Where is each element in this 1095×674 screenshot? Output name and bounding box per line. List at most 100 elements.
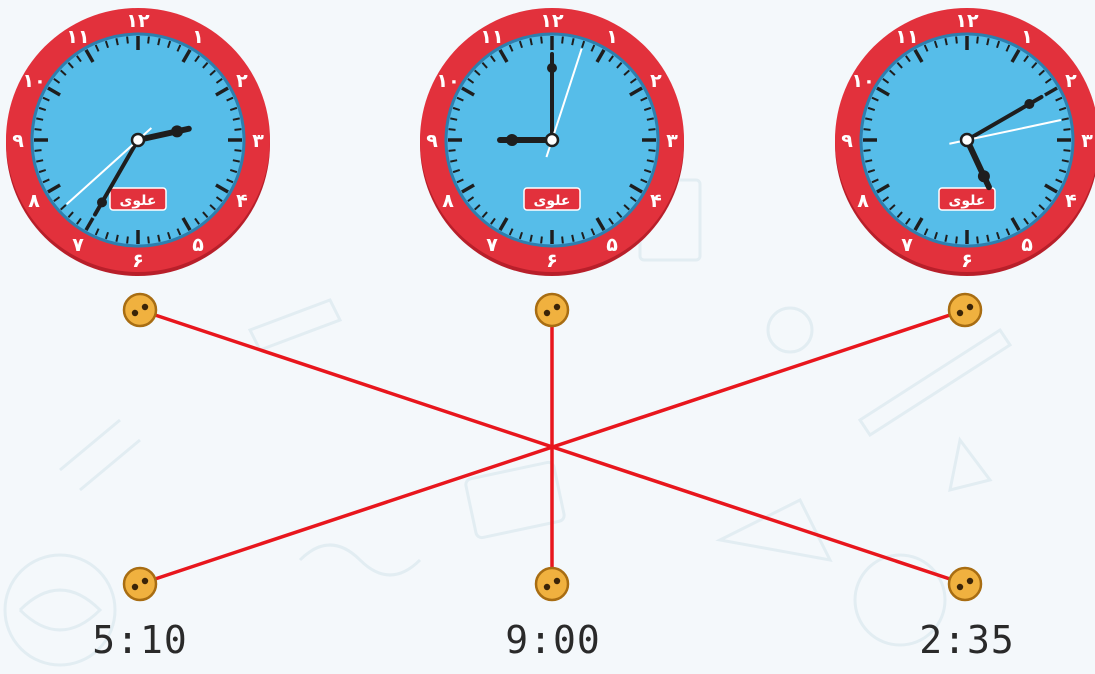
minor-tick — [234, 149, 242, 152]
dot-hole — [543, 309, 551, 317]
minor-tick — [490, 55, 496, 63]
major-tick — [1044, 86, 1058, 97]
minor-tick — [571, 234, 575, 242]
minor-tick — [1005, 44, 1011, 52]
minor-tick — [60, 69, 67, 76]
clock-numeral: ۷ — [901, 234, 913, 256]
minor-tick — [561, 36, 564, 44]
clock-numeral: ۵ — [606, 234, 618, 256]
minor-tick — [76, 55, 82, 63]
brand-badge — [523, 187, 581, 211]
major-tick — [461, 86, 475, 97]
minor-tick — [452, 106, 461, 111]
minor-tick — [608, 55, 614, 63]
minor-tick — [67, 62, 74, 69]
minor-tick — [889, 69, 896, 76]
hour-hand-knob — [506, 134, 518, 146]
minute-hand-knob — [97, 197, 107, 208]
minor-tick — [867, 106, 876, 111]
minor-tick — [467, 196, 475, 202]
minor-tick — [867, 169, 876, 174]
minor-tick — [896, 211, 903, 218]
minor-tick — [581, 231, 586, 240]
minute-hand-knob — [547, 63, 557, 73]
clock-numeral: ۱۲ — [126, 10, 150, 32]
minor-tick — [540, 236, 543, 244]
minor-tick — [1063, 128, 1071, 131]
clock-numeral: ۴ — [650, 190, 662, 212]
major-tick — [629, 86, 643, 97]
major-tick — [595, 217, 606, 231]
minor-tick — [1031, 211, 1038, 218]
clock-numeral: ۶ — [961, 250, 973, 272]
minor-tick — [1058, 106, 1067, 111]
minor-tick — [905, 217, 911, 225]
minor-tick — [590, 44, 596, 52]
dot-body — [947, 566, 983, 602]
major-tick — [876, 86, 890, 97]
minor-tick — [209, 204, 216, 211]
minor-tick — [643, 106, 652, 111]
clock-numeral: ۸ — [442, 190, 454, 212]
major-tick — [215, 86, 229, 97]
minor-tick — [94, 44, 100, 52]
minor-tick — [448, 149, 456, 152]
minor-tick — [36, 159, 44, 163]
minor-tick — [126, 236, 129, 244]
major-tick — [1010, 49, 1021, 63]
minor-tick — [147, 36, 150, 44]
minor-tick — [640, 178, 648, 184]
time-connector-dot[interactable] — [122, 566, 158, 602]
clock-numeral: ۱۱ — [480, 26, 503, 48]
minor-tick — [450, 117, 458, 121]
minor-tick — [616, 211, 623, 218]
minor-tick — [871, 178, 879, 184]
clock-numeral: ۶ — [546, 250, 558, 272]
clock-numeral: ۱ — [1021, 26, 1033, 48]
time-connector-dot[interactable] — [947, 566, 983, 602]
minor-tick — [955, 236, 958, 244]
clock-numeral: ۶ — [132, 250, 144, 272]
minor-tick — [481, 62, 488, 69]
minor-tick — [1061, 117, 1069, 121]
minor-tick — [76, 217, 82, 225]
minor-tick — [529, 38, 533, 46]
clock-connector-dot[interactable] — [122, 292, 158, 328]
major-tick — [629, 183, 643, 194]
minor-tick — [508, 228, 514, 236]
clock-numeral: ۹ — [841, 130, 853, 152]
minor-tick — [581, 40, 586, 49]
minor-tick — [115, 38, 119, 46]
minor-tick — [202, 211, 209, 218]
time-connector-dot[interactable] — [534, 566, 570, 602]
minor-tick — [646, 117, 654, 121]
clock-numeral: ۱ — [606, 26, 618, 48]
minor-tick — [1023, 217, 1029, 225]
clock-numeral: ۹ — [12, 130, 24, 152]
clock-connector-dot[interactable] — [947, 292, 983, 328]
minor-tick — [933, 40, 938, 49]
minor-tick — [60, 204, 67, 211]
minor-tick — [481, 211, 488, 218]
minor-tick — [94, 228, 100, 236]
major-tick — [498, 217, 509, 231]
time-label-right: 2:35 — [919, 618, 1015, 662]
minor-tick — [561, 236, 564, 244]
minor-tick — [933, 231, 938, 240]
clock-connector-dot[interactable] — [534, 292, 570, 328]
clock-numeral: ۲ — [1065, 70, 1077, 92]
clock-numeral: ۱۰ — [851, 70, 874, 92]
clocks: ۱۲۱۲۳۴۵۶۷۸۹۱۰۱۱علوی۱۲۱۲۳۴۵۶۷۸۹۱۰۱۱علوی۱۲… — [6, 8, 1095, 276]
minor-tick — [623, 69, 630, 76]
minor-tick — [905, 55, 911, 63]
clock-numeral: ۲ — [650, 70, 662, 92]
minor-tick — [104, 40, 109, 49]
minor-tick — [1044, 78, 1052, 84]
major-tick — [876, 183, 890, 194]
dot-hole — [956, 583, 964, 591]
time-label-left: 5:10 — [92, 618, 188, 662]
major-tick — [498, 49, 509, 63]
minor-tick — [643, 169, 652, 174]
minor-tick — [36, 117, 44, 121]
dot-hole — [131, 309, 139, 317]
